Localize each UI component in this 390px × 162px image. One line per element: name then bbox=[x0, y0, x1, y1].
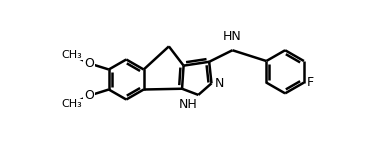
Text: N: N bbox=[215, 77, 224, 90]
Text: NH: NH bbox=[179, 98, 198, 111]
Text: O: O bbox=[84, 89, 94, 102]
Text: HN: HN bbox=[223, 29, 242, 43]
Text: O: O bbox=[84, 57, 94, 70]
Text: CH₃: CH₃ bbox=[62, 50, 82, 60]
Text: CH₃: CH₃ bbox=[62, 99, 82, 109]
Text: F: F bbox=[307, 76, 314, 89]
